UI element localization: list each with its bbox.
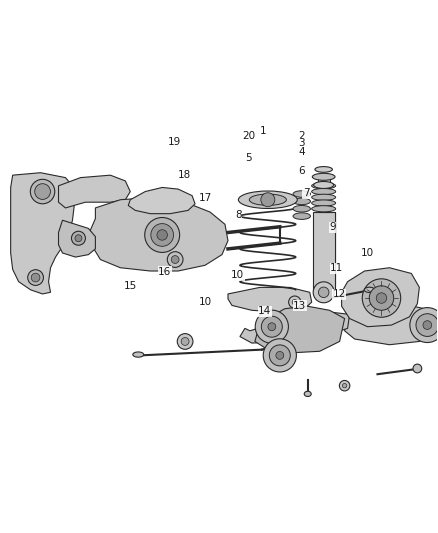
Circle shape xyxy=(289,296,301,308)
Text: 10: 10 xyxy=(231,270,244,280)
Circle shape xyxy=(410,308,438,343)
Polygon shape xyxy=(59,175,130,208)
Text: 8: 8 xyxy=(235,210,242,220)
Text: 3: 3 xyxy=(299,139,305,148)
Ellipse shape xyxy=(293,206,311,212)
Circle shape xyxy=(423,321,432,329)
Circle shape xyxy=(268,323,276,330)
Circle shape xyxy=(362,279,401,317)
Circle shape xyxy=(31,273,40,282)
Circle shape xyxy=(261,316,283,337)
Polygon shape xyxy=(59,220,95,257)
Circle shape xyxy=(157,230,167,240)
Text: 1: 1 xyxy=(259,126,266,136)
Circle shape xyxy=(261,193,275,207)
Ellipse shape xyxy=(312,200,336,206)
Circle shape xyxy=(416,314,438,336)
Text: 5: 5 xyxy=(245,153,251,163)
Circle shape xyxy=(181,337,189,345)
Ellipse shape xyxy=(315,167,332,172)
Circle shape xyxy=(177,334,193,349)
Circle shape xyxy=(145,217,180,253)
Circle shape xyxy=(269,345,290,366)
Polygon shape xyxy=(342,268,419,327)
Polygon shape xyxy=(345,302,431,345)
Ellipse shape xyxy=(312,183,336,189)
Ellipse shape xyxy=(312,173,335,180)
Text: 7: 7 xyxy=(303,188,310,198)
Circle shape xyxy=(369,286,394,310)
Circle shape xyxy=(318,287,329,297)
Ellipse shape xyxy=(312,194,336,200)
Circle shape xyxy=(339,381,350,391)
Circle shape xyxy=(255,310,289,343)
Circle shape xyxy=(151,224,173,246)
Ellipse shape xyxy=(304,391,311,397)
Text: 10: 10 xyxy=(198,297,212,308)
Text: 10: 10 xyxy=(361,248,374,259)
Ellipse shape xyxy=(312,206,336,212)
Circle shape xyxy=(413,364,422,373)
Polygon shape xyxy=(228,287,312,312)
Polygon shape xyxy=(90,197,228,271)
Text: 6: 6 xyxy=(299,166,305,176)
Polygon shape xyxy=(11,173,74,294)
Text: 11: 11 xyxy=(330,263,343,273)
Circle shape xyxy=(313,282,334,303)
Circle shape xyxy=(276,351,284,359)
Circle shape xyxy=(343,384,347,388)
Text: 15: 15 xyxy=(124,281,138,290)
Ellipse shape xyxy=(249,194,286,205)
Circle shape xyxy=(292,300,297,305)
Bar xyxy=(313,212,335,290)
Circle shape xyxy=(71,231,85,245)
Text: 17: 17 xyxy=(198,193,212,203)
Circle shape xyxy=(167,252,183,268)
Text: 19: 19 xyxy=(168,137,181,147)
Ellipse shape xyxy=(238,191,297,208)
Ellipse shape xyxy=(133,352,144,357)
Ellipse shape xyxy=(314,182,334,189)
Polygon shape xyxy=(128,188,195,214)
Text: 14: 14 xyxy=(258,306,272,317)
Circle shape xyxy=(171,256,179,263)
Text: 2: 2 xyxy=(299,131,305,141)
Circle shape xyxy=(28,270,43,285)
Ellipse shape xyxy=(312,189,336,195)
Circle shape xyxy=(376,293,387,303)
Text: 9: 9 xyxy=(329,222,336,232)
Circle shape xyxy=(30,179,55,204)
Ellipse shape xyxy=(293,191,311,197)
Text: 12: 12 xyxy=(332,289,346,300)
Text: 18: 18 xyxy=(177,170,191,180)
Polygon shape xyxy=(255,306,345,353)
Ellipse shape xyxy=(364,287,375,293)
Circle shape xyxy=(75,235,82,242)
Text: 4: 4 xyxy=(299,147,305,157)
Bar xyxy=(318,175,330,212)
Circle shape xyxy=(35,184,50,199)
Ellipse shape xyxy=(293,198,311,205)
Text: 20: 20 xyxy=(242,131,255,141)
Polygon shape xyxy=(240,312,350,343)
Text: 13: 13 xyxy=(293,301,307,311)
Ellipse shape xyxy=(293,213,311,220)
Circle shape xyxy=(263,339,297,372)
Text: 16: 16 xyxy=(158,266,172,277)
Bar xyxy=(314,212,335,286)
